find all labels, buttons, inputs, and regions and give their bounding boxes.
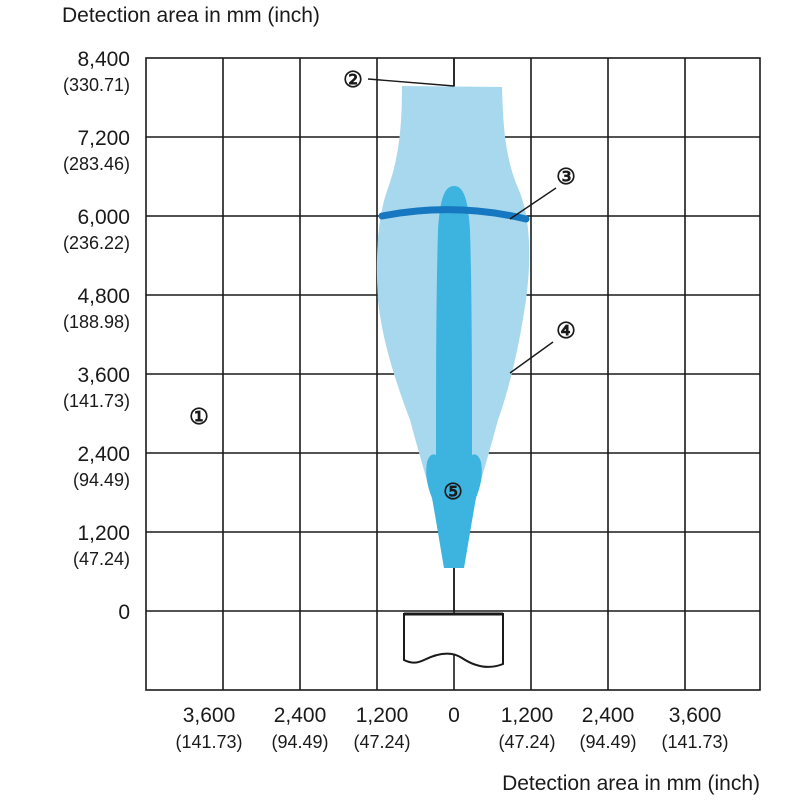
grid: [145, 57, 761, 691]
callout-2-leader: [367, 78, 455, 87]
y-tick-label: 8,400: [77, 48, 130, 71]
callout-3-leader: [509, 187, 557, 220]
x-tick-sublabel: (141.73): [661, 732, 728, 752]
x-tick-sublabel: (47.24): [498, 732, 555, 752]
callout-3: ③: [556, 164, 576, 189]
y-tick-label: 0: [118, 601, 130, 624]
x-tick-label: 1,200: [356, 704, 409, 727]
x-tick-label: 3,600: [183, 704, 236, 727]
y-tick-sublabel: (330.71): [63, 75, 130, 95]
y-tick-label: 1,200: [77, 522, 130, 545]
x-tick-sublabel: (94.49): [271, 732, 328, 752]
sensor-body: [403, 613, 504, 668]
y-tick-label: 7,200: [77, 127, 130, 150]
y-tick-label: 2,400: [77, 443, 130, 466]
callout-2: ②: [343, 67, 363, 92]
x-tick-label: 3,600: [669, 704, 722, 727]
y-tick-label: 6,000: [77, 206, 130, 229]
y-tick-sublabel: (236.22): [63, 233, 130, 253]
detection-range-arc: [378, 206, 530, 223]
callout-5: ⑤: [443, 479, 463, 504]
top-axis-title: Detection area in mm (inch): [62, 4, 320, 27]
x-tick-label: 2,400: [274, 704, 327, 727]
inner-detection-field: [426, 186, 482, 568]
callout-4-leader: [509, 341, 554, 374]
x-tick-label: 1,200: [501, 704, 554, 727]
bottom-axis-title: Detection area in mm (inch): [502, 772, 760, 795]
y-tick-label: 4,800: [77, 285, 130, 308]
x-tick-sublabel: (141.73): [175, 732, 242, 752]
y-tick-sublabel: (283.46): [63, 154, 130, 174]
x-tick-sublabel: (47.24): [353, 732, 410, 752]
y-tick-sublabel: (47.24): [73, 549, 130, 569]
x-tick-sublabel: (94.49): [579, 732, 636, 752]
callout-4: ④: [556, 318, 576, 343]
x-tick-label: 0: [448, 704, 460, 727]
y-tick-sublabel: (141.73): [63, 391, 130, 411]
y-tick-label: 3,600: [77, 364, 130, 387]
callout-1: ①: [189, 404, 209, 429]
y-tick-sublabel: (94.49): [73, 470, 130, 490]
x-axis-labels: 3,600 (141.73) 2,400 (94.49) 1,200 (47.2…: [175, 704, 728, 752]
y-tick-sublabel: (188.98): [63, 312, 130, 332]
x-tick-label: 2,400: [582, 704, 635, 727]
y-axis-labels: 8,400 (330.71) 7,200 (283.46) 6,000 (236…: [63, 48, 130, 624]
